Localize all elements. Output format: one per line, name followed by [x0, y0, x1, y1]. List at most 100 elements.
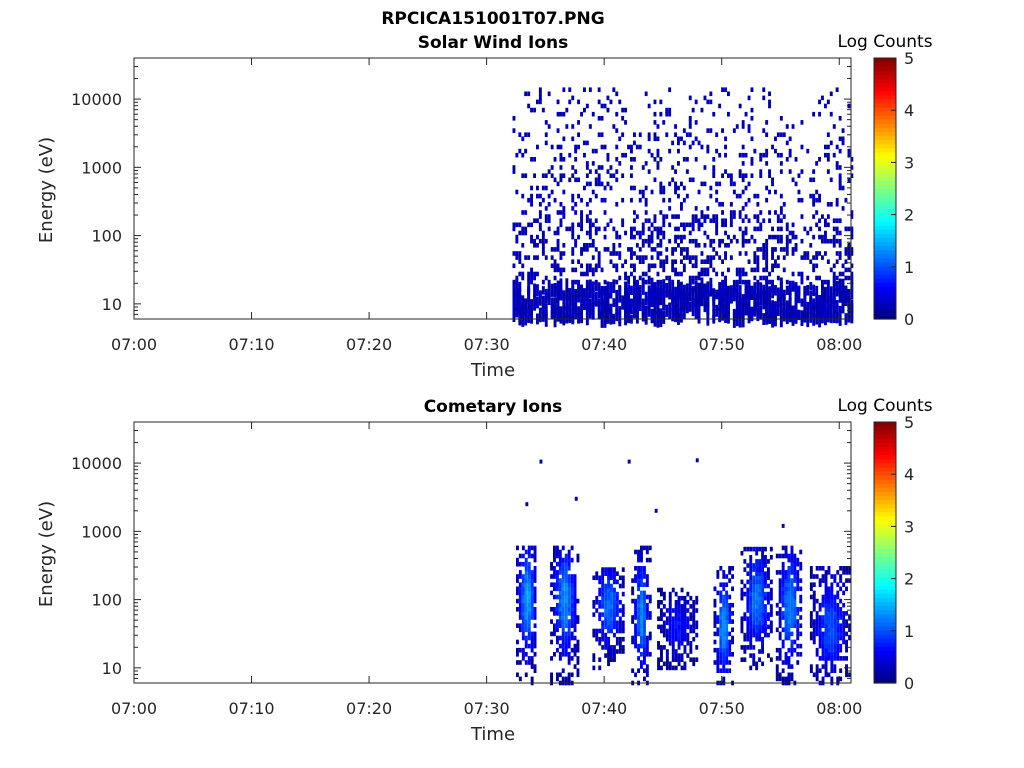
- data-cell: [553, 586, 556, 592]
- data-cell: [613, 616, 616, 621]
- data-cell: [774, 309, 777, 321]
- data-cell: [656, 243, 660, 248]
- data-cell: [729, 177, 733, 183]
- data-cell: [830, 615, 834, 620]
- data-cell: [841, 185, 845, 191]
- data-cell: [826, 222, 830, 228]
- data-cell: [781, 574, 785, 579]
- data-cell: [598, 657, 602, 662]
- data-cell: [712, 157, 716, 162]
- data-cell: [755, 604, 759, 609]
- data-cell: [553, 574, 556, 579]
- colorbar-tick-label: 5: [904, 49, 914, 68]
- data-cell: [570, 582, 574, 587]
- data-cell: [706, 271, 710, 277]
- data-cell: [645, 615, 649, 620]
- colorbar-segment: [874, 629, 896, 635]
- data-cell: [527, 590, 531, 596]
- data-cell: [818, 275, 821, 281]
- colorbar-segment: [874, 601, 896, 607]
- data-cell: [778, 570, 782, 575]
- data-cell: [610, 575, 613, 581]
- data-cell: [561, 635, 565, 641]
- data-cell: [637, 607, 640, 612]
- colorbar-segment: [874, 475, 896, 480]
- data-cell: [631, 578, 635, 583]
- data-cell: [759, 305, 763, 316]
- data-cell: [518, 590, 522, 596]
- data-cell: [685, 283, 689, 298]
- data-cell: [677, 624, 681, 630]
- data-cell: [833, 627, 837, 633]
- data-cell: [524, 672, 528, 678]
- data-cell: [706, 267, 710, 273]
- data-cell: [832, 243, 836, 248]
- data-cell: [570, 586, 574, 592]
- data-cell: [558, 615, 562, 620]
- data-cell: [718, 152, 722, 158]
- data-cell: [752, 608, 756, 613]
- colorbar-segment: [874, 532, 896, 537]
- data-cell: [561, 598, 565, 604]
- data-cell: [559, 152, 563, 158]
- data-cell: [613, 612, 616, 617]
- data-cell: [521, 226, 525, 232]
- data-cell: [634, 611, 637, 616]
- data-cell: [744, 271, 748, 277]
- data-cell: [612, 247, 616, 252]
- data-cell: [638, 234, 642, 240]
- data-cell: [718, 282, 722, 299]
- data-cell: [836, 639, 840, 645]
- data-cell: [637, 598, 640, 604]
- data-cell: [715, 271, 719, 277]
- data-cell: [765, 238, 769, 244]
- data-cell: [830, 635, 834, 641]
- data-cell: [633, 267, 636, 273]
- data-cell: [674, 600, 678, 605]
- data-cell: [809, 623, 813, 628]
- data-cell: [826, 279, 830, 285]
- data-cell: [750, 306, 754, 315]
- data-cell: [827, 631, 831, 637]
- data-cell: [645, 672, 649, 678]
- data-cell: [597, 177, 601, 183]
- data-cell: [561, 590, 565, 596]
- data-cell: [521, 598, 525, 604]
- colorbar-tick-label: 4: [904, 465, 914, 484]
- data-cell: [729, 255, 733, 260]
- data-cell: [790, 594, 794, 600]
- data-cell: [518, 607, 522, 612]
- x-tick-label: 07:10: [228, 699, 274, 718]
- data-cell: [615, 279, 619, 285]
- data-cell: [746, 591, 750, 597]
- data-cell: [728, 578, 732, 583]
- x-tick-label: 07:40: [581, 335, 627, 354]
- data-cell: [530, 635, 534, 641]
- data-cell: [607, 661, 610, 667]
- data-cell: [645, 602, 649, 608]
- data-cell: [821, 566, 825, 571]
- data-cell: [793, 611, 797, 616]
- data-cell: [815, 652, 819, 657]
- colorbar-segment: [874, 666, 896, 672]
- data-cell: [839, 643, 843, 649]
- data-cell: [719, 566, 723, 571]
- data-cell: [618, 285, 622, 296]
- data-cell: [677, 234, 680, 240]
- data-cell: [842, 582, 846, 587]
- data-cell: [595, 595, 599, 601]
- data-cell: [781, 594, 785, 600]
- data-cell: [787, 647, 791, 653]
- data-cell: [541, 243, 545, 248]
- data-cell: [735, 300, 739, 313]
- data-cell: [556, 570, 559, 575]
- data-cell: [752, 612, 756, 617]
- data-cell: [725, 656, 729, 661]
- data-cell: [818, 197, 821, 203]
- data-cell: [746, 636, 750, 642]
- data-cell: [833, 639, 837, 645]
- data-cell: [784, 549, 788, 555]
- data-cell: [659, 259, 663, 264]
- data-cell: [677, 140, 680, 146]
- data-cell: [793, 615, 797, 620]
